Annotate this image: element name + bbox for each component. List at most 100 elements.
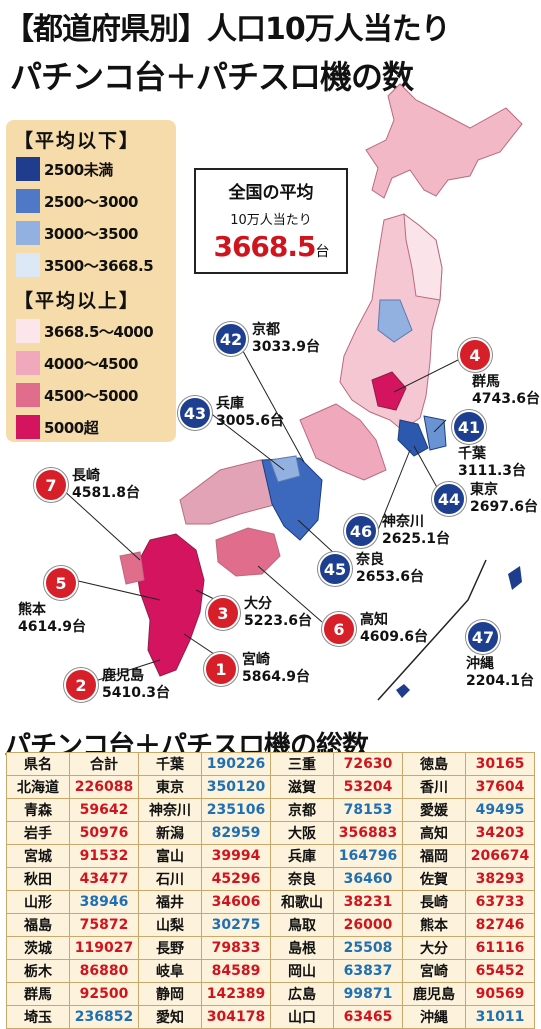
pref-name: 北海道 [6,775,70,799]
rank-badge: 7 [34,468,68,502]
rank-badge: 47 [466,620,500,654]
legend-item: 3000〜3500 [16,220,139,246]
legend-swatch [16,157,40,181]
rank-badge: 2 [64,668,98,702]
legend-label: 2500〜3000 [44,192,139,211]
pref-total: 25508 [333,936,403,960]
japan-map [60,83,523,701]
table-row: 秋田 43477 石川 45296 奈良 36460 佐賀 38293 [6,867,535,891]
legend-label: 5000超 [44,418,99,437]
callout-name: 千葉 [458,446,486,462]
pref-name: 和歌山 [270,890,334,914]
average-sub: 10万人当たり [230,213,312,228]
callout-kanagawa: 46 神奈川 2625.1台 [344,514,450,548]
legend-item: 3500〜3668.5 [16,252,154,278]
pref-name: 宮崎 [402,959,466,983]
callout-value: 5223.6台 [244,613,313,629]
callout-okinawa: 47 沖縄 2204.1台 [466,620,534,690]
table-row: 北海道 226088 東京 350120 滋賀 53204 香川 37604 [6,775,535,799]
pref-total: 79833 [201,936,271,960]
pref-total: 38231 [333,890,403,914]
pref-name: 熊本 [402,913,466,937]
callout-value: 3033.9台 [252,339,321,355]
callout-kumamoto: 5 熊本 4614.9台 [18,566,86,636]
pref-total: 226088 [69,775,139,799]
pref-name: 愛媛 [402,798,466,822]
pref-name: 群馬 [6,982,70,1006]
callout-name: 宮崎 [242,652,270,668]
rank-badge: 43 [178,396,212,430]
pref-name: 広島 [270,982,334,1006]
callout-value: 2653.6台 [356,569,425,585]
pref-total: 26000 [333,913,403,937]
region-hokkaido [365,83,523,199]
average-value-line: 3668.5台 [196,230,346,263]
callout-hyogo: 43 兵庫 3005.6台 [178,396,284,430]
pref-total: 37604 [465,775,535,799]
pref-name: 茨城 [6,936,70,960]
legend-swatch [16,189,40,213]
pref-name: 宮城 [6,844,70,868]
pref-total: 82746 [465,913,535,937]
pref-total: 30275 [201,913,271,937]
pref-total: 38946 [69,890,139,914]
legend-below-heading: 【平均以下】 [14,130,141,152]
rank-badge: 3 [206,596,240,630]
callout-text: 鹿児島 5410.3台 [102,668,170,702]
legend-item: 5000超 [16,414,99,440]
callout-nagasaki: 7 長崎 4581.8台 [34,468,140,502]
rank-badge: 5 [44,566,78,600]
callout-text: 神奈川 2625.1台 [382,514,450,548]
legend-label: 4500〜5000 [44,386,139,405]
callout-name: 奈良 [356,552,384,568]
region-okinawa-frame [377,559,487,701]
callout-name: 京都 [252,322,280,338]
legend-item: 3668.5〜4000 [16,318,154,344]
pref-name: 長野 [138,936,202,960]
pref-total: 142389 [201,982,271,1006]
callout-tokyo: 44 東京 2697.6台 [432,482,538,516]
pref-name: 福島 [6,913,70,937]
callout-text: 京都 3033.9台 [252,322,320,356]
pref-name: 三重 [270,752,334,776]
pref-total: 84589 [201,959,271,983]
pref-name: 鹿児島 [402,982,466,1006]
region-kyushu [135,533,205,677]
pref-name: 山形 [6,890,70,914]
legend-item: 2500未満 [16,156,113,182]
callout-value: 4614.9台 [18,619,87,635]
pref-total: 43477 [69,867,139,891]
pref-name: 大分 [402,936,466,960]
callout-value: 5410.3台 [102,685,171,701]
pref-name: 静岡 [138,982,202,1006]
region-yamagata [377,299,413,343]
callout-name: 熊本 [18,602,46,618]
table-row: 青森 59642 神奈川 235106 京都 78153 愛媛 49495 [6,798,535,822]
legend-swatch [16,383,40,407]
callout-name: 大分 [244,596,272,612]
table-row: 栃木 86880 岐阜 84589 岡山 63837 宮崎 65452 [6,959,535,983]
pref-name: 栃木 [6,959,70,983]
pref-total: 63837 [333,959,403,983]
average-value: 3668.5 [213,230,316,263]
pref-name: 佐賀 [402,867,466,891]
pref-name: 兵庫 [270,844,334,868]
pref-total: 86880 [69,959,139,983]
pref-name: 福井 [138,890,202,914]
rank-badge: 42 [214,322,248,356]
region-tohoku-east [403,212,443,301]
region-okinawa [396,684,410,698]
callout-text: 奈良 2653.6台 [356,552,424,586]
callout-name: 東京 [470,482,498,498]
callout-name: 群馬 [472,374,500,390]
pref-total: 53204 [333,775,403,799]
pref-name: 岐阜 [138,959,202,983]
pref-name: 千葉 [138,752,202,776]
pref-total: 91532 [69,844,139,868]
rank-badge: 6 [322,612,356,646]
pref-total: 92500 [69,982,139,1006]
callout-value: 2697.6台 [470,499,539,515]
pref-name: 滋賀 [270,775,334,799]
table-row: 県名 合計 千葉 190226 三重 72630 徳島 30165 [6,752,535,776]
callout-value: 4581.8台 [72,485,141,501]
